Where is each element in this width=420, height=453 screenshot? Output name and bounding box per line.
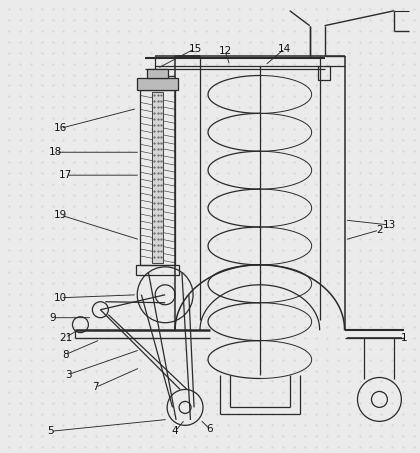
Text: 16: 16 <box>54 123 67 133</box>
Text: 18: 18 <box>49 147 62 157</box>
Text: 1: 1 <box>401 333 408 342</box>
Text: 9: 9 <box>49 313 56 323</box>
Text: 14: 14 <box>278 43 291 53</box>
Text: 4: 4 <box>172 426 178 436</box>
Polygon shape <box>137 78 178 91</box>
Text: 15: 15 <box>189 43 202 53</box>
Text: 8: 8 <box>62 350 69 360</box>
Text: 19: 19 <box>54 210 67 220</box>
Text: 10: 10 <box>54 293 67 303</box>
Text: 5: 5 <box>47 426 54 436</box>
Text: 7: 7 <box>92 382 99 392</box>
Text: 17: 17 <box>59 170 72 180</box>
Text: 21: 21 <box>59 333 72 342</box>
Text: 13: 13 <box>383 220 396 230</box>
Text: 2: 2 <box>376 225 383 235</box>
Polygon shape <box>147 68 168 78</box>
Text: 6: 6 <box>207 424 213 434</box>
Polygon shape <box>152 92 163 263</box>
Text: 12: 12 <box>218 46 231 56</box>
Text: 3: 3 <box>65 370 72 380</box>
